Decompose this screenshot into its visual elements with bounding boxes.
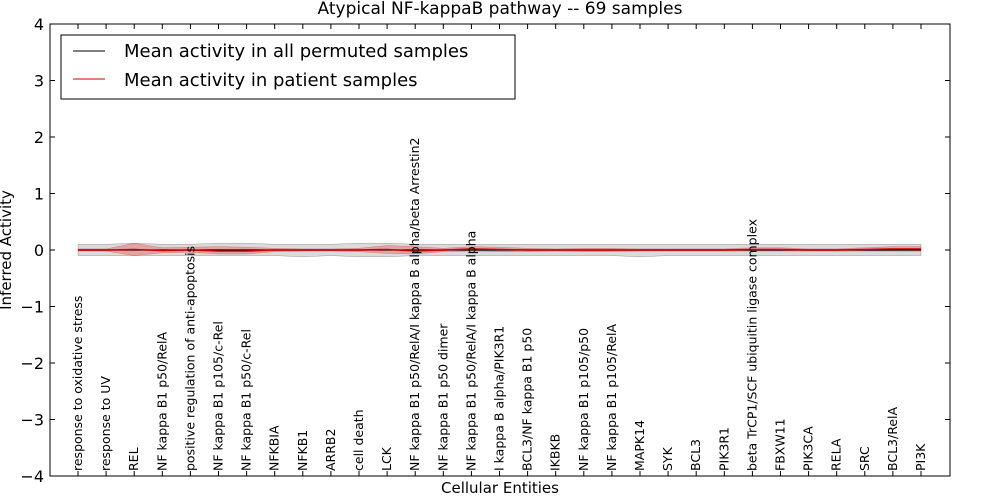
legend: Mean activity in all permuted samples Me… [60, 34, 516, 100]
x-tick-label: MAPK14 [632, 420, 647, 471]
x-tick-label: NF kappa B1 p105/c-Rel [211, 321, 226, 471]
x-tick-label: positive regulation of anti-apoptosis [182, 246, 197, 471]
x-tick-label: NF kappa B1 p50/RelA/I kappa B alpha/bet… [407, 138, 422, 472]
x-tick-label: NF kappa B1 p50 dimer [435, 323, 450, 471]
x-tick-label: NF kappa B1 p50/c-Rel [239, 329, 254, 471]
x-tick-label: BCL3/NF kappa B1 p50 [520, 328, 535, 471]
x-tick-label: BCL3 [688, 439, 703, 471]
x-tick-label: PIK3R1 [716, 427, 731, 471]
x-tick-label: response to oxidative stress [70, 296, 85, 471]
x-tick-label: NF kappa B1 p105/p50 [576, 328, 591, 471]
y-tick-label: −3 [20, 411, 44, 430]
x-tick-label: cell death [351, 409, 366, 471]
x-tick-label: NF kappa B1 p50/RelA/I kappa B alpha [463, 231, 478, 471]
x-tick-label: PI3K [913, 443, 928, 471]
y-axis-label: Inferred Activity [0, 190, 15, 310]
x-tick-label: FBXW11 [773, 418, 788, 471]
x-tick-label: BCL3/RelA [885, 407, 900, 471]
x-tick-label: LCK [379, 446, 394, 471]
x-tick-label: ARRB2 [323, 429, 338, 471]
x-tick-label: NFKB1 [295, 430, 310, 471]
x-axis-label: Cellular Entities [441, 479, 559, 497]
y-tick-label: 0 [34, 241, 44, 260]
y-axis: −4 −3 −2 −1 0 1 2 3 4 [20, 15, 950, 486]
x-tick-label: beta TrCP1/SCF ubiquitin ligase complex [744, 219, 759, 471]
x-axis: response to oxidative stress response to … [70, 24, 928, 476]
legend-label-patient: Mean activity in patient samples [124, 70, 418, 91]
legend-frame [60, 34, 516, 100]
y-tick-label: 3 [34, 72, 44, 91]
y-tick-label: −1 [20, 298, 44, 317]
y-tick-label: −2 [20, 354, 44, 373]
y-tick-label: 1 [34, 185, 44, 204]
y-tick-label: 4 [34, 15, 44, 34]
x-tick-label: SYK [660, 446, 675, 471]
y-tick-label: 2 [34, 128, 44, 147]
x-tick-label: SRC [857, 446, 872, 471]
x-tick-label: IKBKB [548, 434, 563, 471]
x-tick-label: PIK3CA [801, 426, 816, 471]
x-tick-label: NF kappa B1 p105/RelA [604, 324, 619, 471]
x-tick-label: NFKBIA [267, 425, 282, 471]
plot-area [77, 242, 922, 258]
legend-label-permuted: Mean activity in all permuted samples [124, 41, 468, 62]
x-tick-label: response to UV [98, 376, 113, 471]
x-tick-label: I kappa B alpha/PIK3R1 [492, 326, 507, 471]
chart-title: Atypical NF-kappaB pathway -- 69 samples [318, 0, 683, 19]
series-1-line [78, 248, 921, 252]
x-tick-label: REL [126, 447, 141, 471]
x-tick-label: NF kappa B1 p50/RelA [154, 331, 169, 471]
y-tick-label: −4 [20, 467, 44, 486]
x-tick-label: RELA [829, 438, 844, 471]
